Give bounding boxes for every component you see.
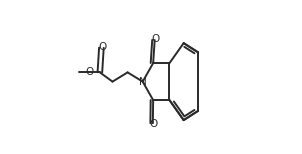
Text: O: O xyxy=(149,119,157,129)
Text: O: O xyxy=(151,34,159,44)
Text: O: O xyxy=(85,67,94,77)
Text: O: O xyxy=(98,43,106,52)
Text: N: N xyxy=(139,77,146,87)
